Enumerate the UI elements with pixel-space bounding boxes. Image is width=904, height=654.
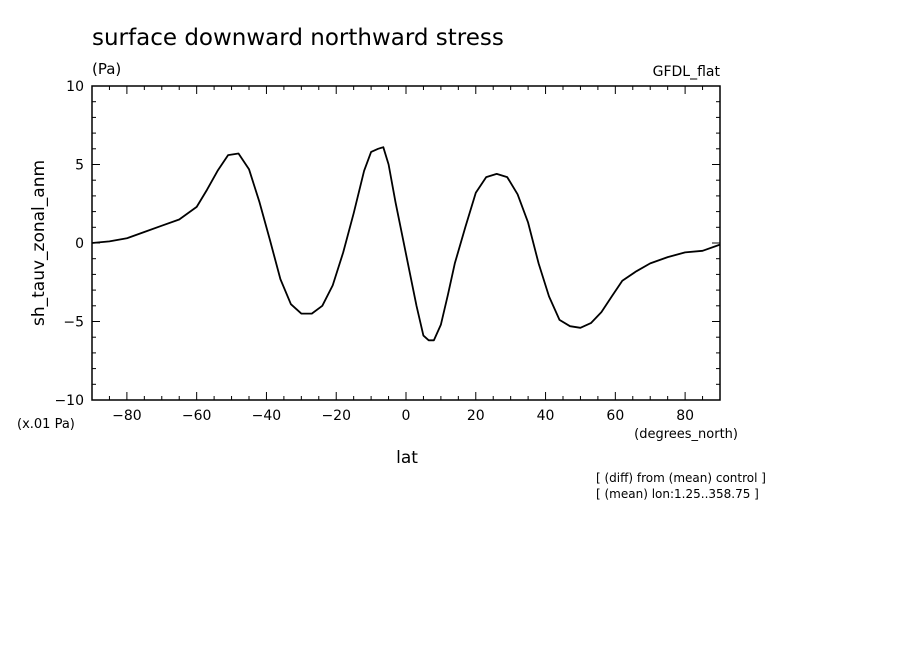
y-tick-label: 10 bbox=[66, 79, 84, 95]
plot-frame bbox=[91, 85, 721, 401]
y-scale-note: (x.01 Pa) bbox=[17, 417, 75, 432]
x-tick-label: 80 bbox=[676, 408, 694, 424]
x-units-label: (degrees_north) bbox=[634, 427, 738, 442]
y-tick-labels: −10 −5 0 5 10 bbox=[54, 79, 84, 409]
x-tick-label: −40 bbox=[252, 408, 282, 424]
y-tick-label: 0 bbox=[75, 236, 84, 252]
x-tick-label: 20 bbox=[467, 408, 485, 424]
x-tick-label: 40 bbox=[537, 408, 555, 424]
units-label: (Pa) bbox=[92, 60, 121, 78]
y-tick-label: −5 bbox=[63, 315, 84, 331]
x-tick-label: −60 bbox=[182, 408, 212, 424]
x-tick-label: 60 bbox=[606, 408, 624, 424]
x-axis-label: lat bbox=[396, 448, 418, 468]
chart-title: surface downward northward stress bbox=[92, 25, 504, 51]
model-label: GFDL_flat bbox=[653, 64, 721, 80]
x-tick-label: 0 bbox=[402, 408, 411, 424]
x-tick-label: −80 bbox=[112, 408, 142, 424]
x-tick-label: −20 bbox=[321, 408, 351, 424]
series-line bbox=[91, 146, 721, 342]
y-tick-label: 5 bbox=[75, 158, 84, 174]
x-tick-labels: −80 −60 −40 −20 0 20 40 60 80 bbox=[112, 408, 694, 424]
axis-ticks bbox=[91, 85, 721, 401]
note-mean: [ (mean) lon:1.25..358.75 ] bbox=[596, 487, 759, 501]
y-axis-label: sh_tauv_zonal_anm bbox=[29, 160, 49, 326]
plot-area bbox=[91, 85, 721, 401]
note-diff: [ (diff) from (mean) control ] bbox=[596, 471, 766, 485]
y-tick-label: −10 bbox=[54, 393, 84, 409]
